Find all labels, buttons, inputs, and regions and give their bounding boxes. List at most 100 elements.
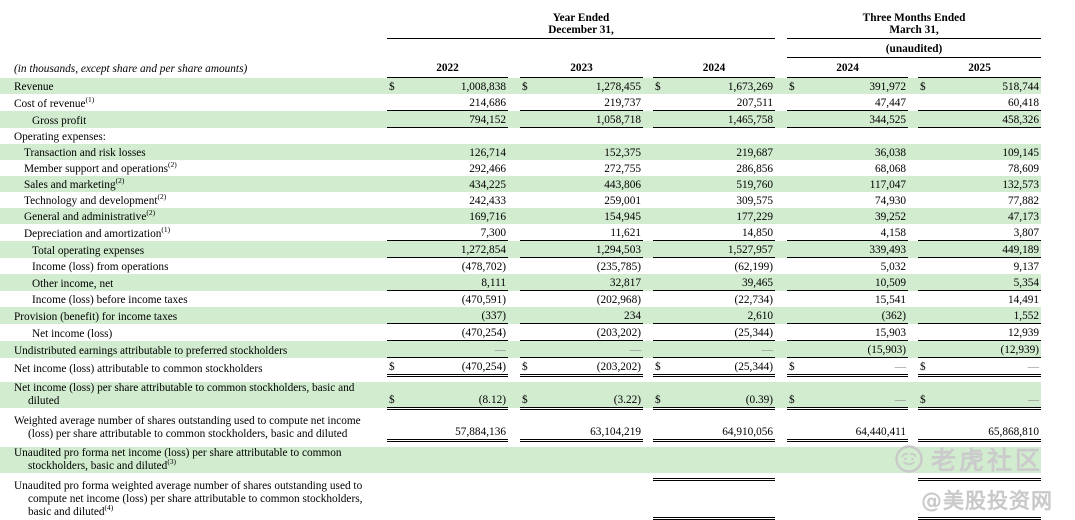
value-cell: (362) (807, 307, 909, 324)
value-cell (407, 473, 508, 480)
currency-cell (653, 240, 673, 258)
table-row: Operating expenses: (0, 128, 1041, 145)
currency-cell (387, 258, 407, 275)
column-gap (383, 473, 387, 480)
column-gap (643, 340, 653, 358)
year-column-2023: 2023 (520, 57, 643, 78)
column-gap (775, 473, 788, 480)
value-cell: 292,466 (469, 163, 506, 175)
column-gap (775, 307, 788, 324)
currency-cell (387, 224, 407, 241)
row-label: Provision (benefit) for income taxes (0, 307, 383, 324)
value-cell: (25,344) (673, 323, 776, 341)
column-gap (508, 291, 520, 308)
row-label: Total operating expenses (0, 240, 383, 258)
currency-cell (520, 192, 540, 208)
value-cell: 219,737 (540, 94, 643, 111)
column-gap (383, 208, 387, 224)
table-row: General and administrative(2) 169,716 154,… (0, 208, 1042, 224)
column-gap (775, 94, 787, 111)
value-cell: (3.22) (540, 382, 643, 410)
column-gap (908, 160, 918, 176)
value-cell: 219,687 (673, 144, 776, 160)
column-gap (775, 480, 787, 519)
header-spacer (908, 58, 918, 78)
value-cell: 8,111 (407, 274, 508, 291)
column-gap (643, 274, 653, 291)
value-cell (407, 408, 508, 415)
quarterly-period-line2: March 31, (889, 24, 939, 36)
row-label: Weighted average number of shares outsta… (14, 414, 361, 440)
column-gap (643, 258, 653, 275)
value-cell: — (938, 357, 1042, 377)
value-cell: 794,152 (407, 110, 508, 128)
currency-cell (653, 128, 673, 145)
column-gap (775, 176, 788, 192)
spacer-row (0, 473, 1042, 481)
currency-cell (520, 128, 540, 145)
value-cell: (0.39) (673, 382, 776, 410)
currency-cell (653, 224, 673, 241)
currency-cell (387, 144, 407, 160)
value-cell: 272,755 (604, 163, 641, 175)
column-gap (643, 77, 653, 94)
value-cell: (470,591) (461, 294, 506, 306)
currency-cell (387, 340, 407, 358)
column-gap (508, 415, 520, 441)
table-row: Other income, net 8,111 32,817 39,465 10,509… (0, 274, 1042, 291)
currency-cell (520, 447, 540, 473)
column-gap (508, 340, 520, 358)
currency-cell (918, 192, 938, 208)
column-gap (508, 208, 520, 224)
value-cell (938, 375, 1042, 382)
column-gap (508, 408, 520, 415)
column-gap (908, 240, 919, 258)
currency-cell (653, 192, 673, 208)
value-cell: (203,202) (540, 357, 643, 377)
value-cell: 63,104,219 (540, 414, 643, 442)
row-label: Other income, net (0, 274, 383, 291)
column-gap (508, 480, 520, 519)
currency-cell (918, 160, 938, 176)
value-cell (938, 473, 1042, 481)
column-gap (643, 128, 653, 145)
row-label: Undistributed earnings attributable to p… (0, 340, 383, 358)
column-gap (508, 94, 520, 111)
value-cell: 47,447 (807, 94, 909, 111)
currency-cell (520, 224, 540, 241)
currency-cell (653, 479, 673, 520)
value-cell (938, 408, 1042, 415)
currency-cell: $ (653, 382, 673, 410)
header-spacer (775, 58, 787, 78)
column-gap (643, 224, 653, 241)
header-spacer (508, 58, 520, 78)
currency-cell (520, 240, 540, 258)
currency-cell (787, 224, 808, 241)
table-row: Member support and operations(2) 292,466 2… (0, 160, 1041, 176)
row-label: Operating expenses: (14, 131, 106, 143)
column-gap (508, 382, 520, 408)
currency-cell (520, 440, 540, 447)
table-row: Net income (loss) attributable to common… (0, 357, 1042, 377)
header-spacer (387, 39, 775, 58)
value-cell (938, 479, 1042, 520)
column-gap (775, 160, 787, 176)
currency-cell (653, 323, 673, 341)
row-label: Income (loss) from operations (32, 261, 169, 273)
value-cell: 7,300 (407, 224, 508, 241)
value-cell: 214,686 (407, 94, 508, 111)
value-cell (807, 375, 909, 382)
value-cell: 15,541 (874, 294, 907, 306)
header-spacer (0, 8, 383, 39)
currency-cell (787, 414, 808, 442)
column-gap (508, 447, 520, 473)
value-cell: — (807, 382, 909, 410)
column-gap (908, 340, 919, 358)
value-cell: 64,910,056 (673, 414, 776, 442)
currency-cell (387, 94, 407, 111)
currency-cell (653, 208, 673, 224)
column-gap (383, 307, 387, 324)
value-cell: 434,225 (407, 176, 508, 192)
currency-cell (387, 473, 407, 480)
